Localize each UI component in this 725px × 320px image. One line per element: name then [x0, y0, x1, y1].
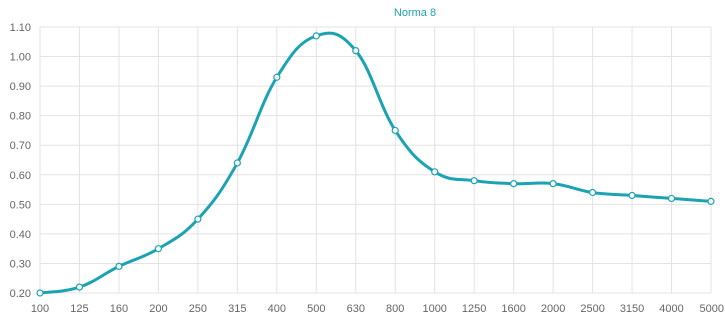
- x-tick-label: 1000: [422, 303, 446, 315]
- x-tick-label: 1250: [462, 303, 486, 315]
- x-tick-label: 160: [110, 303, 128, 315]
- data-point[interactable]: [273, 73, 281, 81]
- y-tick-label: 0.50: [10, 199, 31, 211]
- data-point[interactable]: [194, 215, 202, 223]
- y-axis: 0.20 0.30 0.40 0.50 0.60 0.70 0.80 0.90 1.00 1.10: [10, 22, 31, 300]
- data-point[interactable]: [588, 188, 597, 197]
- data-point[interactable]: [391, 126, 399, 135]
- y-tick-label: 0.40: [10, 229, 31, 241]
- x-tick-label: 125: [70, 303, 88, 315]
- data-point[interactable]: [352, 47, 360, 55]
- x-tick-label: 3150: [620, 303, 644, 315]
- data-point[interactable]: [154, 245, 163, 253]
- x-tick-label: 1600: [501, 303, 525, 315]
- grid: [39, 26, 712, 294]
- y-tick-label: 0.20: [10, 288, 31, 300]
- x-tick-label: 2500: [580, 303, 604, 315]
- series-line: [39, 31, 712, 295]
- x-tick-label: 400: [268, 303, 286, 315]
- y-tick-label: 0.90: [10, 81, 31, 93]
- x-tick-label: 200: [149, 303, 167, 315]
- x-tick-label: 630: [347, 303, 365, 315]
- x-tick-label: 2000: [541, 303, 565, 315]
- data-point[interactable]: [470, 177, 478, 185]
- legend-label: Norma 8: [394, 7, 436, 19]
- y-tick-label: 0.80: [10, 111, 31, 123]
- data-point[interactable]: [510, 180, 518, 188]
- data-point[interactable]: [36, 289, 44, 297]
- x-tick-label: 250: [189, 303, 207, 315]
- x-tick-label: 315: [228, 303, 246, 315]
- data-point[interactable]: [628, 191, 636, 200]
- y-tick-label: 0.70: [10, 140, 31, 152]
- y-tick-label: 1.00: [10, 52, 31, 64]
- x-tick-label: 5000: [700, 303, 724, 315]
- data-point[interactable]: [115, 262, 123, 270]
- x-tick-label: 4000: [659, 303, 683, 315]
- data-point[interactable]: [75, 283, 84, 291]
- x-axis: 100 125 160 200 250 315 400 500 630 800 1000 1250 16…: [31, 303, 724, 315]
- data-point[interactable]: [549, 180, 557, 188]
- y-tick-label: 0.60: [10, 170, 31, 182]
- x-tick-label: 100: [31, 303, 49, 315]
- data-point[interactable]: [707, 197, 715, 205]
- data-points: [36, 32, 715, 297]
- data-point[interactable]: [667, 194, 676, 203]
- data-point[interactable]: [431, 168, 439, 176]
- data-point[interactable]: [233, 159, 241, 167]
- x-tick-label: 500: [307, 303, 325, 315]
- y-tick-label: 1.10: [10, 22, 31, 34]
- x-tick-label: 800: [386, 303, 404, 315]
- y-tick-label: 0.30: [10, 258, 31, 270]
- data-point[interactable]: [312, 32, 320, 40]
